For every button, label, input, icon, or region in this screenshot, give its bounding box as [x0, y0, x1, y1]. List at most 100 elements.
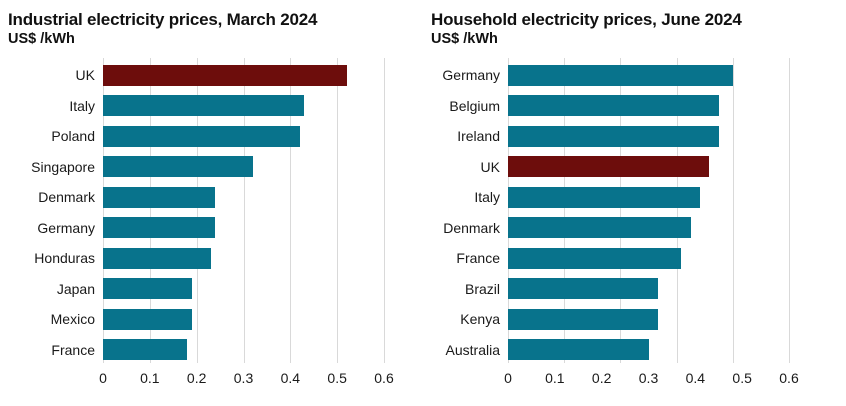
bar — [508, 125, 719, 147]
bar — [103, 339, 188, 361]
bar — [103, 278, 192, 300]
bar-row: France — [431, 243, 789, 274]
x-tick-label: 0.1 — [545, 370, 565, 386]
chart-subtitle: US$ /kWh — [431, 31, 498, 48]
category-label: Denmark — [38, 189, 95, 206]
bar-row: Germany — [8, 213, 384, 244]
gridline — [789, 58, 790, 363]
bar-track — [103, 125, 384, 147]
bar-row: France — [8, 335, 384, 366]
bar-row: Japan — [8, 274, 384, 305]
bar — [103, 217, 216, 239]
bar-row: Denmark — [431, 213, 789, 244]
gridlines-layer — [103, 58, 385, 363]
category-label: Germany — [442, 67, 500, 84]
category-label: Mexico — [50, 311, 95, 328]
category-label: Italy — [69, 97, 95, 114]
bar-track — [508, 278, 789, 300]
category-label: Belgium — [449, 97, 500, 114]
bar — [508, 95, 719, 117]
bar-track — [103, 339, 384, 361]
bar — [103, 186, 216, 208]
bar — [103, 125, 300, 147]
category-label: Poland — [51, 128, 95, 145]
bar-track — [508, 156, 789, 178]
bar — [508, 278, 658, 300]
bar — [508, 217, 691, 239]
bar-track — [508, 186, 789, 208]
bar-track — [508, 125, 789, 147]
chart-industrial-prices: Industrial electricity prices, March 202… — [8, 10, 394, 388]
category-label: Australia — [445, 341, 500, 358]
bar-row: Honduras — [8, 243, 384, 274]
bar-track — [508, 95, 789, 117]
bar-row: Mexico — [8, 304, 384, 335]
category-label: Singapore — [31, 158, 95, 175]
gridlines-layer — [508, 58, 790, 363]
bar-rows: Germany Belgium Ireland UK Italy Denmark Franc… — [431, 60, 789, 365]
bar-row: Germany — [431, 60, 789, 91]
gridline — [196, 58, 198, 363]
plot-area: Germany Belgium Ireland UK Italy Denmark Franc… — [431, 58, 799, 393]
bar-row: UK — [431, 152, 789, 183]
bar-row: Kenya — [431, 304, 789, 335]
bar-row: Australia — [431, 335, 789, 366]
chart-title: Industrial electricity prices, March 202… — [8, 10, 318, 29]
category-label: Honduras — [34, 250, 95, 267]
bar-row: Italy — [431, 182, 789, 213]
bar-highlighted — [508, 156, 710, 178]
bar — [508, 247, 682, 269]
bar — [103, 95, 305, 117]
bar-row: Belgium — [431, 91, 789, 122]
x-tick-label: 0 — [504, 370, 512, 386]
bar-track — [508, 339, 789, 361]
x-tick-label: 0.2 — [591, 370, 612, 386]
chart-title: Household electricity prices, June 2024 — [431, 10, 742, 29]
bar-track — [508, 247, 789, 269]
gridline — [243, 58, 245, 363]
category-label: Ireland — [457, 128, 500, 145]
bar — [508, 186, 701, 208]
bar-row: UK — [8, 60, 384, 91]
chart-subtitle: US$ /kWh — [8, 31, 75, 48]
x-tick-label: 0.6 — [374, 370, 394, 386]
category-label: Italy — [474, 189, 500, 206]
x-axis: 0 0.1 0.2 0.3 0.4 0.5 0.6 — [99, 366, 394, 388]
gridline — [676, 58, 678, 363]
x-tick-label: 0.5 — [327, 370, 347, 386]
x-tick-label: 0 — [99, 370, 107, 386]
gridline — [508, 58, 509, 363]
category-label: Brazil — [464, 280, 500, 297]
bar-row: Denmark — [8, 182, 384, 213]
category-label: Germany — [37, 219, 95, 236]
gridline — [103, 58, 104, 363]
bar-track — [103, 308, 384, 330]
bar-highlighted — [103, 64, 347, 86]
category-label: Kenya — [460, 311, 500, 328]
bar-row: Singapore — [8, 152, 384, 183]
category-label: UK — [480, 158, 500, 175]
bar — [508, 339, 649, 361]
bar — [103, 156, 253, 178]
bar-track — [508, 64, 789, 86]
category-label: France — [51, 341, 95, 358]
bar-track — [103, 95, 384, 117]
bar-track — [103, 217, 384, 239]
bar-track — [103, 247, 384, 269]
gridline — [564, 58, 566, 363]
x-tick-label: 0.5 — [732, 370, 752, 386]
category-label: Japan — [56, 280, 95, 297]
x-tick-label: 0.4 — [685, 370, 706, 386]
category-label: France — [456, 250, 500, 267]
gridline — [337, 58, 339, 363]
bar-row: Ireland — [431, 121, 789, 152]
bar-track — [508, 308, 789, 330]
bar — [508, 308, 658, 330]
bar-track — [103, 186, 384, 208]
category-label: UK — [75, 67, 95, 84]
x-tick-label: 0.6 — [779, 370, 799, 386]
bar — [103, 308, 192, 330]
x-axis: 0 0.1 0.2 0.3 0.4 0.5 0.6 — [504, 366, 799, 388]
bar-track — [508, 217, 789, 239]
